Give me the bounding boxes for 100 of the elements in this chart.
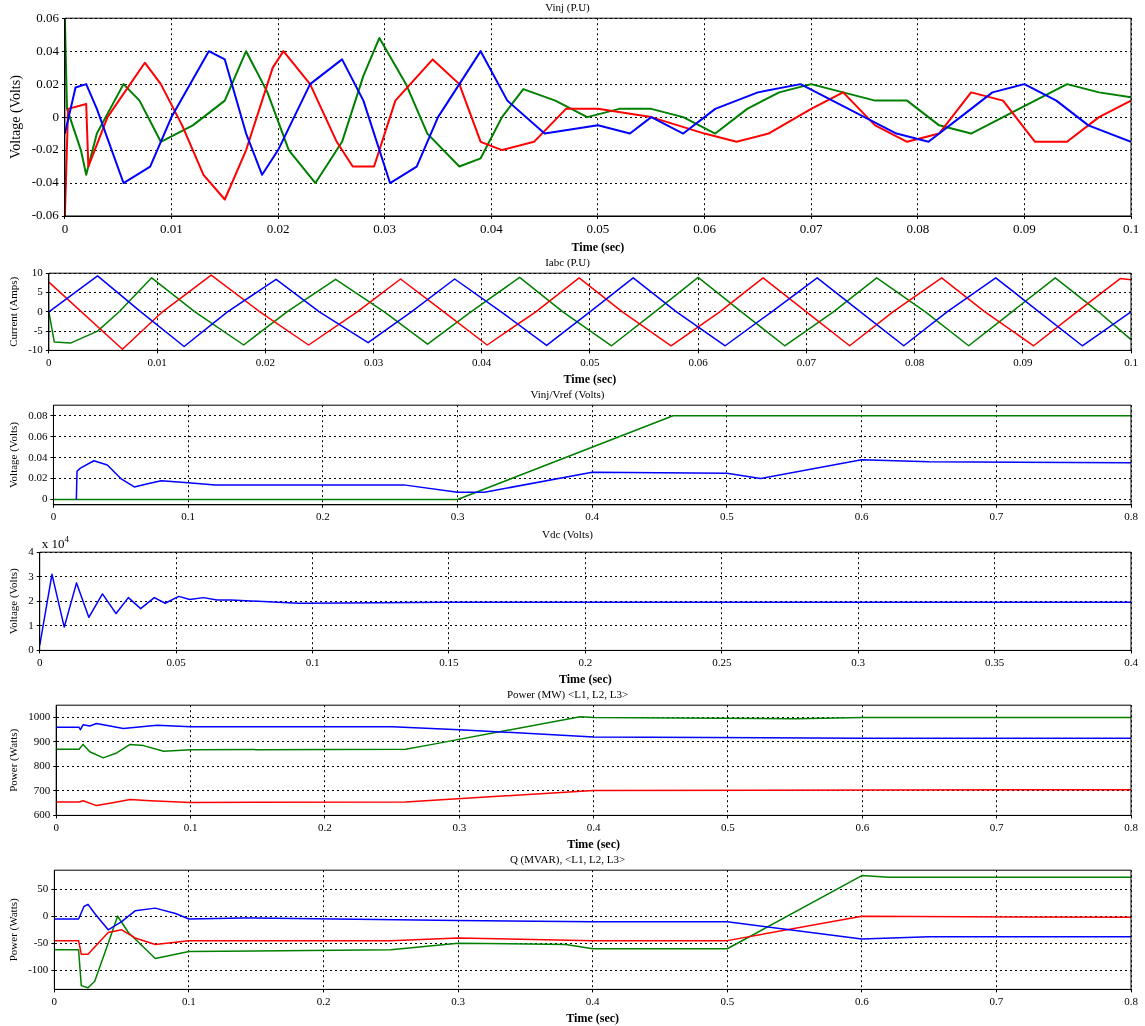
y-tick-label: 5 bbox=[37, 285, 44, 298]
chart-title: Iabc (P.U) bbox=[545, 256, 591, 270]
x-tick-label: 0.06 bbox=[688, 355, 709, 368]
x-tick-label: 0.04 bbox=[472, 355, 492, 368]
x-tick-label: 0.01 bbox=[147, 355, 167, 368]
x-tick-label: 0.5 bbox=[721, 820, 736, 833]
x-tick-label: 0.03 bbox=[363, 355, 384, 368]
x-tick-label: 0.09 bbox=[1013, 355, 1033, 368]
chart-title: Vinj (P.U) bbox=[545, 1, 591, 15]
y-tick-label: 0.06 bbox=[36, 9, 60, 25]
y-tick-label: 600 bbox=[33, 808, 51, 821]
y-axis-title: Voltage (Volts) bbox=[7, 421, 21, 488]
x-tick-label: 0.2 bbox=[318, 820, 332, 833]
x-tick-label: 0.7 bbox=[989, 820, 1005, 833]
x-tick-label: 0.8 bbox=[1124, 994, 1139, 1007]
y-tick-label: 3 bbox=[28, 569, 35, 582]
y-tick-label: 10 bbox=[31, 266, 44, 279]
y-tick-label: 0.04 bbox=[36, 42, 60, 58]
y-tick-label: 50 bbox=[37, 882, 49, 895]
x-tick-label: 0.1 bbox=[1124, 355, 1138, 368]
x-tick-label: 0.4 bbox=[585, 510, 600, 523]
x-tick-label: 0.7 bbox=[989, 994, 1004, 1007]
x-tick-label: 0.3 bbox=[851, 655, 866, 668]
x-tick-label: 0.3 bbox=[452, 820, 467, 833]
x-tick-label: 0.02 bbox=[266, 221, 290, 237]
x-tick-label: 0.4 bbox=[585, 994, 601, 1007]
chart-title: Vdc (Volts) bbox=[542, 528, 594, 542]
y-tick-label: 0 bbox=[37, 304, 44, 317]
x-tick-label: 0.3 bbox=[451, 994, 466, 1007]
y-tick-label: -0.04 bbox=[31, 174, 60, 190]
y-tick-label: -50 bbox=[33, 936, 49, 949]
x-tick-label: 0.03 bbox=[373, 221, 397, 237]
x-tick-label: 0.25 bbox=[712, 655, 732, 668]
y-tick-label: -10 bbox=[28, 343, 44, 356]
y-tick-label: 0 bbox=[28, 643, 35, 656]
x-tick-label: 0.2 bbox=[578, 655, 593, 668]
x-tick-label: 0.1 bbox=[183, 820, 198, 833]
x-tick-label: 0.01 bbox=[160, 221, 183, 237]
x-tick-label: 0.4 bbox=[1124, 655, 1139, 668]
x-tick-label: 0.7 bbox=[989, 510, 1004, 523]
x-tick-label: 0.09 bbox=[1013, 221, 1036, 237]
y-axis-title: Voltage (Volts) bbox=[8, 74, 25, 160]
y-tick-label: -5 bbox=[33, 323, 44, 336]
x-tick-label: 0.05 bbox=[586, 221, 610, 237]
y-tick-label: 0 bbox=[42, 909, 49, 922]
x-tick-label: 0.08 bbox=[906, 221, 930, 237]
y-tick-label: 1 bbox=[28, 618, 34, 631]
x-tick-label: 0.8 bbox=[1124, 820, 1139, 833]
x-tick-label: 0.1 bbox=[1122, 221, 1140, 237]
y-tick-label: -0.02 bbox=[31, 141, 59, 157]
x-axis-title: Time (sec) bbox=[567, 836, 620, 851]
y-axis-title: Power (Watts) bbox=[7, 728, 21, 792]
x-tick-label: 0.6 bbox=[855, 820, 870, 833]
x-tick-label: 0.08 bbox=[904, 355, 925, 368]
x-tick-label: 0.5 bbox=[720, 994, 735, 1007]
x-tick-label: 0.1 bbox=[305, 655, 320, 668]
x-axis-title: Time (sec) bbox=[566, 1010, 620, 1025]
x-axis-title: Time (sec) bbox=[563, 371, 617, 386]
x-tick-label: 0.3 bbox=[450, 510, 465, 523]
chart-title: Power (MW) <L1, L2, L3> bbox=[506, 688, 629, 702]
x-tick-label: 0.8 bbox=[1124, 510, 1139, 523]
x-tick-label: 0.6 bbox=[854, 510, 869, 523]
y-tick-label: 4 bbox=[28, 545, 35, 558]
chart-title: Q (MVAR), <L1, L2, L3> bbox=[509, 853, 626, 867]
y-axis-title: Power (Watts) bbox=[7, 897, 21, 962]
chart-title: Vinj/Vref (Volts) bbox=[530, 388, 605, 402]
x-tick-label: 0.35 bbox=[984, 655, 1005, 668]
x-tick-label: 0.07 bbox=[796, 355, 817, 368]
x-tick-label: 0.4 bbox=[586, 820, 601, 833]
y-tick-label: 2 bbox=[28, 594, 34, 607]
x-tick-label: 0.1 bbox=[181, 510, 196, 523]
y-tick-label: 0.02 bbox=[28, 471, 48, 484]
x-tick-label: 0.05 bbox=[166, 655, 187, 668]
y-tick-label: 0.06 bbox=[28, 429, 48, 442]
x-tick-label: 0.05 bbox=[580, 355, 601, 368]
y-tick-label: -100 bbox=[28, 963, 49, 976]
x-tick-label: 0.04 bbox=[479, 221, 504, 237]
y-axis-title: Voltage (Volts) bbox=[7, 568, 21, 635]
y-tick-label: 1000 bbox=[28, 710, 51, 723]
x-tick-label: 0.6 bbox=[854, 994, 870, 1007]
x-tick-label: 0.5 bbox=[720, 510, 735, 523]
x-tick-label: 0.15 bbox=[439, 655, 460, 668]
x-tick-label: 0.2 bbox=[315, 510, 330, 523]
y-tick-label: 0 bbox=[41, 492, 48, 505]
x-axis-title: Time (sec) bbox=[571, 239, 625, 254]
x-tick-label: 0.06 bbox=[693, 221, 717, 237]
y-tick-label: 0.02 bbox=[36, 75, 59, 91]
x-axis-title: Time (sec) bbox=[558, 671, 612, 686]
y-axis-title: Current (Amps) bbox=[7, 276, 21, 347]
y-tick-label: 0.08 bbox=[28, 408, 48, 421]
y-tick-label: -0.06 bbox=[31, 207, 60, 223]
y-tick-label: 0.04 bbox=[28, 450, 48, 463]
x-tick-label: 0.1 bbox=[182, 994, 196, 1007]
x-tick-label: 0.2 bbox=[316, 994, 331, 1007]
x-tick-label: 0.07 bbox=[799, 221, 824, 237]
y-tick-label: 800 bbox=[33, 759, 51, 772]
y-tick-label: 700 bbox=[33, 783, 51, 796]
x-tick-label: 0.02 bbox=[255, 355, 275, 368]
y-tick-label: 900 bbox=[33, 734, 51, 747]
y-tick-label: 0 bbox=[52, 108, 59, 124]
